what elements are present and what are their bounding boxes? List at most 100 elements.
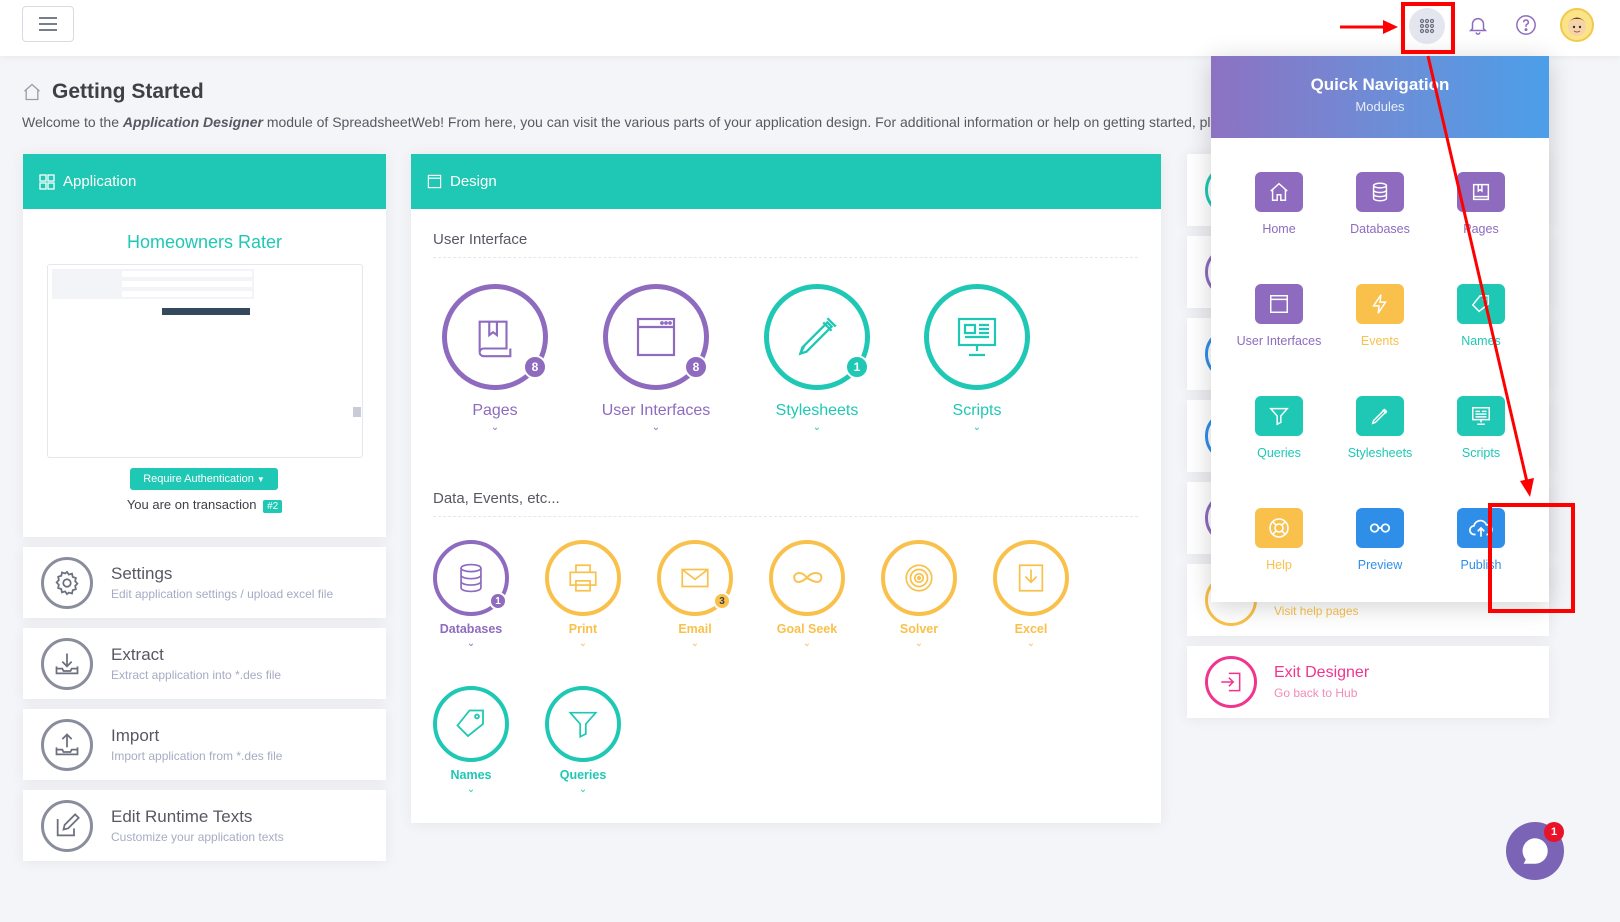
edit-runtime-texts-card[interactable]: Edit Runtime Texts Customize your applic… (23, 790, 386, 861)
question-icon (1516, 15, 1536, 35)
quick-nav-scripts[interactable]: Scripts (1426, 396, 1536, 460)
chevron-down-icon[interactable]: ⌄ (812, 422, 822, 433)
highlight-apps-button (1401, 2, 1455, 54)
chevron-down-icon[interactable]: ⌄ (1026, 638, 1036, 649)
help-button[interactable] (1511, 10, 1541, 40)
chevron-down-icon[interactable]: ⌄ (972, 422, 982, 433)
design-item-pages[interactable]: 8 Pages ⌄ (435, 284, 555, 433)
quick-nav-databases[interactable]: Databases (1325, 172, 1435, 236)
design-item-scripts[interactable]: Scripts ⌄ (917, 284, 1037, 433)
goal-seek-label: Goal Seek (776, 622, 838, 636)
names-circle (433, 686, 509, 762)
lifebuoy-icon (1269, 518, 1289, 538)
design-item-excel[interactable]: Excel ⌄ (983, 540, 1079, 649)
names-label: Names (450, 768, 492, 782)
design-item-email[interactable]: 3 Email ⌄ (647, 540, 743, 649)
scripts-label: Scripts (952, 402, 1002, 419)
notifications-button[interactable] (1463, 10, 1493, 40)
welcome-prefix: Welcome to the (22, 114, 123, 130)
chevron-down-icon[interactable]: ⌄ (578, 784, 588, 795)
email-count-badge: 3 (713, 592, 731, 610)
preview-field (122, 291, 252, 297)
hamburger-icon (39, 17, 57, 31)
chevron-down-icon[interactable]: ⌄ (690, 638, 700, 649)
quick-nav-queries[interactable]: Queries (1224, 396, 1334, 460)
design-header-label: Design (450, 173, 497, 190)
quick-nav-pages[interactable]: Pages (1426, 172, 1536, 236)
transaction-badge: #2 (263, 500, 283, 513)
extract-subtitle: Extract application into *.des file (111, 668, 282, 682)
edit-runtime-texts-title: Edit Runtime Texts (111, 807, 253, 826)
exit-designer-title: Exit Designer (1274, 664, 1370, 681)
quick-nav-help[interactable]: Help (1224, 508, 1334, 572)
design-item-goal-seek[interactable]: Goal Seek ⌄ (759, 540, 855, 649)
home-label: Home (1262, 222, 1296, 236)
extract-card[interactable]: Extract Extract application into *.des f… (23, 628, 386, 699)
import-card[interactable]: Import Import application from *.des fil… (23, 709, 386, 780)
application-header-label: Application (63, 173, 137, 190)
quick-nav-preview[interactable]: Preview (1325, 508, 1435, 572)
pen-icon (798, 317, 837, 356)
app-preview-thumbnail[interactable] (47, 264, 363, 458)
design-item-stylesheets[interactable]: 1 Stylesheets ⌄ (757, 284, 877, 433)
pages-count-badge: 8 (523, 355, 547, 379)
user-interface-section-label: User Interface (433, 231, 528, 248)
chevron-down-icon[interactable]: ⌄ (466, 784, 476, 795)
chat-bubble-icon (1522, 838, 1548, 864)
quick-navigation-title: Quick Navigation (1310, 75, 1450, 94)
require-authentication-button[interactable]: Require Authentication ▼ (130, 468, 278, 490)
page-title: Getting Started (22, 80, 204, 104)
window-icon (1270, 295, 1288, 313)
home-icon (1270, 182, 1288, 201)
database-icon (1372, 182, 1388, 202)
queries-circle (545, 686, 621, 762)
exit-designer-card[interactable]: Exit Designer Go back to Hub (1187, 646, 1549, 718)
stylesheets-label: Stylesheets (1347, 446, 1413, 460)
design-item-names[interactable]: Names ⌄ (423, 686, 519, 795)
help-card-subtitle: Visit help pages (1274, 604, 1359, 618)
print-circle (545, 540, 621, 616)
bolt-icon (1372, 294, 1387, 314)
section-divider (433, 516, 1138, 517)
databases-tile (1356, 172, 1404, 212)
design-item-databases[interactable]: 1 Databases ⌄ (423, 540, 519, 649)
exit-designer-circle (1205, 656, 1257, 708)
chevron-down-icon[interactable]: ⌄ (651, 422, 661, 433)
target-icon (905, 564, 933, 592)
chevron-down-icon[interactable]: ⌄ (914, 638, 924, 649)
databases-circle: 1 (433, 540, 509, 616)
window-icon (427, 174, 442, 189)
settings-subtitle: Edit application settings / upload excel… (111, 587, 334, 601)
chevron-down-icon[interactable]: ⌄ (578, 638, 588, 649)
quick-nav-stylesheets[interactable]: Stylesheets (1325, 396, 1435, 460)
welcome-text: Welcome to the Application Designer modu… (22, 114, 1250, 130)
settings-card[interactable]: Settings Edit application settings / upl… (23, 547, 386, 618)
app-name[interactable]: Homeowners Rater (126, 232, 283, 252)
chevron-down-icon[interactable]: ⌄ (490, 422, 500, 433)
quick-nav-events[interactable]: Events (1325, 284, 1435, 348)
design-item-solver[interactable]: Solver ⌄ (871, 540, 967, 649)
menu-toggle-button[interactable] (22, 6, 74, 42)
chevron-down-icon[interactable]: ⌄ (802, 638, 812, 649)
stylesheets-label: Stylesheets (775, 402, 859, 419)
design-item-print[interactable]: Print ⌄ (535, 540, 631, 649)
scripts-label: Scripts (1461, 446, 1501, 460)
names-tile (1457, 284, 1505, 324)
stylesheets-count-badge: 1 (845, 355, 869, 379)
grid-icon (1419, 18, 1435, 34)
design-item-user-interfaces[interactable]: 8 User Interfaces ⌄ (596, 284, 716, 433)
chevron-down-icon[interactable]: ⌄ (466, 638, 476, 649)
avatar-face-icon (1568, 17, 1586, 36)
design-item-queries[interactable]: Queries ⌄ (535, 686, 631, 795)
preview-button (162, 308, 250, 315)
user-avatar[interactable] (1560, 8, 1594, 42)
stylesheets-circle: 1 (764, 284, 870, 390)
user-interfaces-circle: 8 (603, 284, 709, 390)
apps-grid-button[interactable] (1409, 8, 1445, 44)
quick-nav-user-interfaces[interactable]: User Interfaces (1224, 284, 1334, 348)
envelope-icon (681, 568, 709, 588)
quick-nav-names[interactable]: Names (1426, 284, 1536, 348)
quick-nav-home[interactable]: Home (1224, 172, 1334, 236)
scripts-circle (924, 284, 1030, 390)
pages-label: Pages (1463, 222, 1499, 236)
